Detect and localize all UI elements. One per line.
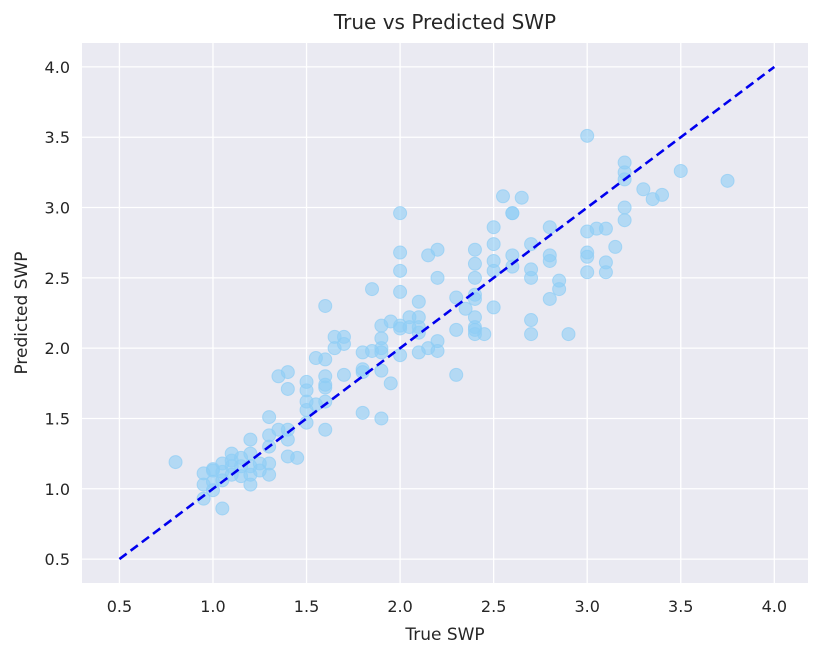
data-point bbox=[467, 287, 482, 302]
y-tick-label: 3.5 bbox=[45, 128, 70, 147]
data-point bbox=[336, 329, 351, 344]
x-tick-label: 0.5 bbox=[107, 597, 132, 616]
data-point bbox=[458, 301, 473, 316]
data-point bbox=[486, 220, 501, 235]
data-point bbox=[552, 273, 567, 288]
data-point bbox=[318, 369, 333, 384]
data-point bbox=[215, 501, 230, 516]
data-point bbox=[318, 394, 333, 409]
data-point bbox=[496, 189, 511, 204]
data-point bbox=[486, 253, 501, 268]
x-tick-label: 3.5 bbox=[668, 597, 693, 616]
chart-title: True vs Predicted SWP bbox=[333, 10, 556, 34]
data-point bbox=[617, 213, 632, 228]
data-point bbox=[393, 348, 408, 363]
y-tick-labels: 0.5 1.0 1.5 2.0 2.5 3.0 3.5 4.0 bbox=[45, 58, 70, 569]
data-point bbox=[318, 352, 333, 367]
data-point bbox=[393, 245, 408, 260]
data-point bbox=[617, 155, 632, 170]
x-tick-label: 2.5 bbox=[481, 597, 506, 616]
data-point bbox=[542, 220, 557, 235]
x-tick-label: 1.0 bbox=[200, 597, 225, 616]
data-point bbox=[449, 322, 464, 337]
data-point bbox=[374, 363, 389, 378]
data-point bbox=[393, 284, 408, 299]
x-tick-label: 3.0 bbox=[574, 597, 599, 616]
data-point bbox=[542, 291, 557, 306]
data-point bbox=[262, 410, 277, 425]
data-point bbox=[336, 367, 351, 382]
data-point bbox=[430, 242, 445, 257]
data-point bbox=[486, 237, 501, 252]
x-tick-label: 4.0 bbox=[762, 597, 787, 616]
data-point bbox=[430, 270, 445, 285]
data-point bbox=[383, 376, 398, 391]
data-point bbox=[280, 422, 295, 437]
data-point bbox=[374, 411, 389, 426]
data-point bbox=[598, 221, 613, 236]
data-point bbox=[477, 327, 492, 342]
data-point bbox=[393, 206, 408, 221]
data-point bbox=[299, 374, 314, 389]
data-point bbox=[374, 331, 389, 346]
data-point bbox=[467, 270, 482, 285]
data-point bbox=[449, 290, 464, 305]
y-tick-label: 3.0 bbox=[45, 199, 70, 218]
data-point bbox=[262, 456, 277, 471]
x-tick-label: 1.5 bbox=[294, 597, 319, 616]
data-point bbox=[598, 255, 613, 270]
x-tick-labels: 0.5 1.0 1.5 2.0 2.5 3.0 3.5 4.0 bbox=[107, 597, 787, 616]
data-point bbox=[673, 163, 688, 178]
grid bbox=[82, 43, 808, 583]
y-tick-label: 1.0 bbox=[45, 480, 70, 499]
data-point bbox=[168, 455, 183, 470]
data-point bbox=[524, 313, 539, 328]
data-point bbox=[365, 282, 380, 297]
data-point bbox=[561, 327, 576, 342]
reference-line-group bbox=[118, 65, 776, 561]
data-point bbox=[524, 327, 539, 342]
data-point bbox=[355, 405, 370, 420]
y-axis-label: Predicted SWP bbox=[12, 251, 32, 374]
data-point bbox=[243, 432, 258, 447]
data-point bbox=[280, 365, 295, 380]
x-tick-label: 2.0 bbox=[387, 597, 412, 616]
data-point bbox=[430, 334, 445, 349]
data-point bbox=[617, 200, 632, 215]
data-point bbox=[542, 248, 557, 263]
data-point bbox=[196, 491, 211, 506]
y-tick-label: 1.5 bbox=[45, 409, 70, 428]
data-point bbox=[505, 206, 520, 221]
data-point bbox=[636, 182, 651, 197]
data-point bbox=[486, 300, 501, 315]
data-point bbox=[393, 263, 408, 278]
data-point bbox=[505, 248, 520, 263]
data-point bbox=[467, 256, 482, 271]
data-point bbox=[467, 310, 482, 325]
data-point bbox=[580, 265, 595, 280]
data-point bbox=[449, 367, 464, 382]
data-point bbox=[524, 237, 539, 252]
data-point bbox=[318, 422, 333, 437]
data-point bbox=[655, 187, 670, 202]
data-point bbox=[411, 294, 426, 309]
data-point bbox=[280, 381, 295, 396]
data-point bbox=[411, 310, 426, 325]
data-point bbox=[514, 190, 529, 205]
y-tick-label: 4.0 bbox=[45, 58, 70, 77]
data-point bbox=[467, 242, 482, 257]
data-point bbox=[290, 450, 305, 465]
x-axis-label: True SWP bbox=[404, 625, 484, 645]
reference-line bbox=[118, 65, 776, 561]
data-point bbox=[580, 128, 595, 143]
data-point bbox=[720, 173, 735, 188]
y-tick-label: 2.5 bbox=[45, 269, 70, 288]
data-point bbox=[608, 239, 623, 254]
data-point bbox=[318, 298, 333, 313]
y-tick-label: 0.5 bbox=[45, 550, 70, 569]
data-point bbox=[524, 262, 539, 277]
y-tick-label: 2.0 bbox=[45, 339, 70, 358]
data-point bbox=[580, 245, 595, 260]
